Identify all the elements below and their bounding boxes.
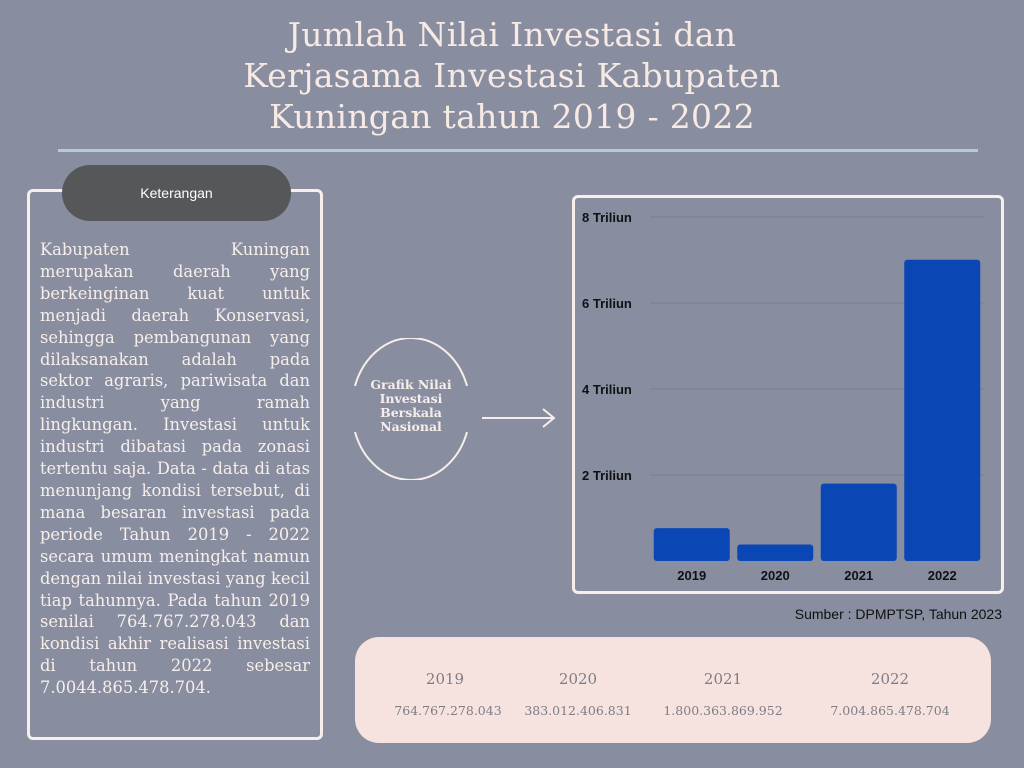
bar	[820, 483, 897, 561]
x-tick-label: 2021	[844, 568, 873, 583]
y-tick-label: 6 Triliun	[582, 296, 632, 311]
values-table	[355, 637, 991, 743]
x-tick-label: 2022	[928, 568, 957, 583]
y-tick-label: 4 Triliun	[582, 382, 632, 397]
x-tick-label: 2019	[677, 568, 706, 583]
table-year: 2020	[558, 670, 598, 688]
title-divider	[58, 149, 978, 152]
y-tick-label: 2 Triliun	[582, 468, 632, 483]
table-year: 2019	[425, 670, 465, 688]
table-value: 7.004.865.478.704	[830, 703, 950, 718]
table-year: 2021	[703, 670, 743, 688]
chart-caption-circle: Grafik Nilai Investasi Berskala Nasional	[352, 338, 470, 480]
x-tick-label: 2020	[761, 568, 790, 583]
bar	[904, 259, 981, 561]
bar	[737, 544, 814, 561]
arrow-right-icon	[482, 408, 556, 428]
info-body: Kabupaten Kuningan merupakan daerah yang…	[40, 240, 310, 698]
table-value: 383.012.406.831	[524, 703, 632, 718]
page-title: Jumlah Nilai Investasi dan Kerjasama Inv…	[243, 15, 781, 136]
table-year: 2022	[870, 670, 910, 688]
circle-arcs	[354, 338, 468, 480]
source-note: Sumber : DPMPTSP, Tahun 2023	[794, 606, 1002, 622]
chart-caption: Grafik Nilai Investasi Berskala Nasional	[370, 377, 452, 434]
y-tick-label: 8 Triliun	[582, 210, 632, 225]
bar-chart: 2 Triliun 4 Triliun 6 Triliun 8 Triliun 2019…	[582, 210, 984, 583]
table-value: 1.800.363.869.952	[663, 703, 783, 718]
bar	[653, 528, 730, 561]
chart-panel	[572, 195, 1004, 594]
table-value: 764.767.278.043	[394, 703, 502, 718]
info-heading: Keterangan	[62, 165, 291, 221]
